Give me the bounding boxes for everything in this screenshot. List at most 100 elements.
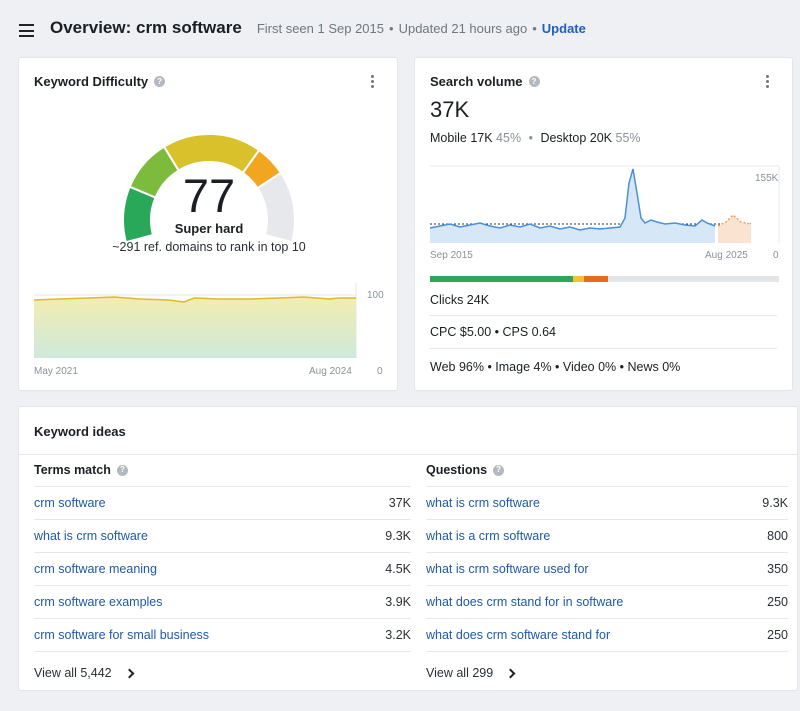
difficulty-history-chart <box>33 283 357 358</box>
keyword-link[interactable]: what is crm software used for <box>426 562 589 576</box>
meta-separator: • <box>532 21 537 36</box>
terms-match-heading: Terms match ? <box>34 454 411 486</box>
keyword-difficulty-title: Keyword Difficulty ? <box>34 74 166 89</box>
questions-column: Questions ? what is crm software 9.3K wha… <box>426 454 788 688</box>
gauge-segment-remaining <box>256 171 296 244</box>
keyword-link[interactable]: crm software examples <box>34 595 163 609</box>
view-all-questions-label: View all 299 <box>426 666 494 680</box>
difficulty-description: ~291 ref. domains to rank in top 10 <box>112 240 306 254</box>
clicks-bar-segment <box>573 276 584 282</box>
keyword-volume: 250 <box>767 595 788 609</box>
search-volume-label: Search volume <box>430 74 523 89</box>
clicks-row: Clicks 24K <box>430 293 490 307</box>
keyword-volume: 9.3K <box>762 496 788 510</box>
table-row: crm software for small business 3.2K <box>34 618 411 651</box>
keyword-link[interactable]: crm software <box>34 496 106 510</box>
keyword-volume: 3.2K <box>385 628 411 642</box>
chart-x-start-label: Sep 2015 <box>430 250 473 261</box>
keyword-link[interactable]: what is a crm software <box>426 529 551 543</box>
keyword-volume: 800 <box>767 529 788 543</box>
keyword-link[interactable]: crm software meaning <box>34 562 157 576</box>
difficulty-line <box>33 296 356 303</box>
first-seen-text: First seen 1 Sep 2015 <box>256 21 385 36</box>
difficulty-gauge <box>122 133 296 244</box>
difficulty-score: 77 <box>182 169 236 222</box>
questions-label: Questions <box>426 463 488 477</box>
meta-separator: • <box>389 21 394 36</box>
page-header: Overview: crm software First seen 1 Sep … <box>50 18 586 38</box>
difficulty-label: Super hard <box>174 221 244 236</box>
divider <box>430 348 777 349</box>
keyword-volume: 37K <box>388 496 411 510</box>
keyword-volume: 4.5K <box>385 562 411 576</box>
view-all-terms-label: View all 5,442 <box>34 666 112 680</box>
table-row: what does crm stand for in software 250 <box>426 585 788 618</box>
more-vertical-icon[interactable] <box>371 75 375 88</box>
clicks-distribution-bar <box>430 276 779 282</box>
chart-y-max-label: 155K <box>755 173 779 184</box>
keyword-link[interactable]: what does crm software stand for <box>426 628 611 642</box>
chevron-right-icon <box>505 668 516 678</box>
view-all-terms-button[interactable]: View all 5,442 <box>34 666 135 680</box>
page-title: Overview: crm software <box>50 18 242 37</box>
divider <box>19 454 797 455</box>
volume-area <box>430 169 715 243</box>
terms-match-column: Terms match ? crm software 37K what is cr… <box>34 454 411 688</box>
table-row: what is crm software used for 350 <box>426 552 788 585</box>
mobile-pct: 45% <box>496 131 522 145</box>
table-row: crm software examples 3.9K <box>34 585 411 618</box>
keyword-volume: 3.9K <box>385 595 411 609</box>
help-icon[interactable]: ? <box>116 464 128 476</box>
keyword-link[interactable]: what is crm software <box>34 529 148 543</box>
chart-y-min-label: 0 <box>377 366 383 377</box>
split-separator: • <box>528 131 533 145</box>
chart-x-start-label: May 2021 <box>34 366 78 377</box>
divider <box>430 315 777 316</box>
chart-y-min-label: 0 <box>773 250 779 261</box>
keyword-volume: 250 <box>767 628 788 642</box>
table-row: what does crm software stand for 250 <box>426 618 788 651</box>
desktop-value: 20K <box>589 131 613 145</box>
table-row: what is crm software 9.3K <box>426 486 788 519</box>
mobile-label: Mobile <box>430 131 467 145</box>
difficulty-area <box>34 297 356 358</box>
volume-line <box>429 168 716 231</box>
device-split: Mobile 17K 45% • Desktop 20K 55% <box>430 131 641 145</box>
keyword-link[interactable]: what is crm software <box>426 496 540 510</box>
keyword-ideas-title: Keyword ideas <box>34 424 126 439</box>
search-volume-title: Search volume ? <box>430 74 540 89</box>
mobile-value: 17K <box>470 131 493 145</box>
keyword-link[interactable]: what does crm stand for in software <box>426 595 624 609</box>
cpc-row: CPC $5.00 • CPS 0.64 <box>430 325 556 339</box>
questions-heading: Questions ? <box>426 454 788 486</box>
chevron-right-icon <box>124 668 135 678</box>
keyword-ideas-card: Keyword ideas Terms match ? crm software… <box>18 406 798 691</box>
desktop-pct: 55% <box>615 131 641 145</box>
keyword-difficulty-card: Keyword Difficulty ? 77 Super hard ~291 … <box>18 57 398 391</box>
view-all-questions-button[interactable]: View all 299 <box>426 666 516 680</box>
table-row: crm software meaning 4.5K <box>34 552 411 585</box>
update-link[interactable]: Update <box>541 21 586 36</box>
search-volume-value: 37K <box>430 97 470 122</box>
chart-x-end-label: Aug 2025 <box>705 250 748 261</box>
updated-text: Updated 21 hours ago <box>398 21 528 36</box>
help-icon[interactable]: ? <box>154 76 166 87</box>
header-meta: First seen 1 Sep 2015 • Updated 21 hours a… <box>257 21 542 36</box>
table-row: crm software 37K <box>34 486 411 519</box>
view-all-row <box>34 651 411 688</box>
search-volume-chart <box>429 165 780 243</box>
chart-x-end-label: Aug 2024 <box>309 366 352 377</box>
keyword-volume: 350 <box>767 562 788 576</box>
help-icon[interactable]: ? <box>528 76 540 87</box>
keyword-link[interactable]: crm software for small business <box>34 628 210 642</box>
keyword-volume: 9.3K <box>385 529 411 543</box>
table-row: what is crm software 9.3K <box>34 519 411 552</box>
menu-icon[interactable] <box>19 24 34 37</box>
search-volume-card: Search volume ? 37K Mobile 17K 45% • Des… <box>414 57 793 391</box>
help-icon[interactable]: ? <box>493 464 505 476</box>
clicks-bar-segment <box>607 276 779 282</box>
forecast-line <box>717 213 752 227</box>
chart-y-max-label: 100 <box>367 290 384 301</box>
terms-match-label: Terms match <box>34 463 111 477</box>
more-vertical-icon[interactable] <box>766 75 770 88</box>
